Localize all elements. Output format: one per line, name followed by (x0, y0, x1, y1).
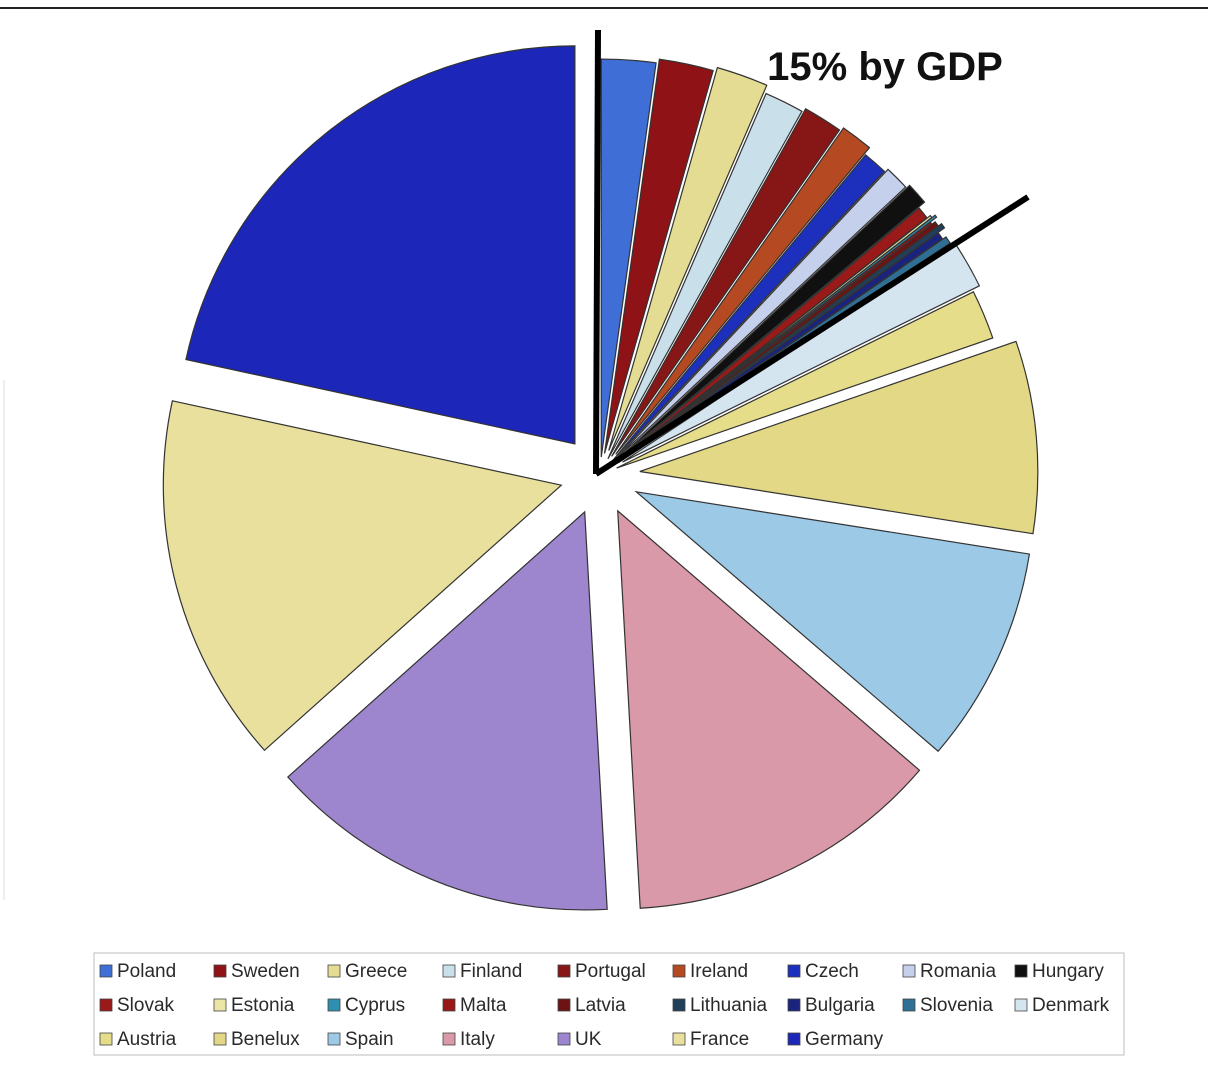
pie-slice-benelux (639, 340, 1039, 535)
pie-slice-spain (634, 490, 1031, 753)
legend-swatch-ireland (672, 964, 686, 978)
pie-slice-poland (600, 58, 657, 458)
legend-swatch-cyprus (327, 998, 341, 1012)
pie-slice-czech (611, 153, 886, 462)
legend-swatch-uk (557, 1032, 571, 1046)
legend-swatch-spain (327, 1032, 341, 1046)
pie-slice-germany (185, 45, 576, 445)
legend-label-hungary: Hungary (1032, 961, 1104, 982)
legend-label-italy: Italy (460, 1029, 495, 1050)
pie-slice-finland (607, 92, 803, 460)
legend-swatch-austria (99, 1032, 113, 1046)
legend-swatch-denmark (1014, 998, 1028, 1012)
legend-label-uk: UK (575, 1029, 602, 1050)
pie-slice-greece (608, 66, 768, 451)
pie-slice-italy (617, 509, 921, 909)
legend-swatch-slovak (99, 998, 113, 1012)
legend-swatch-finland (442, 964, 456, 978)
pie-slice-sweden (603, 58, 714, 454)
legend-box (93, 952, 1125, 1056)
legend-label-ireland: Ireland (690, 961, 748, 982)
legend-swatch-benelux (213, 1032, 227, 1046)
legend-label-spain: Spain (345, 1029, 394, 1050)
legend-swatch-latvia (557, 998, 571, 1012)
pie-slice-uk (286, 510, 608, 911)
legend-swatch-greece (327, 964, 341, 978)
legend: Poland Sweden Greece Finland Portugal Ireland… (93, 952, 1125, 1056)
legend-label-lithuania: Lithuania (690, 995, 768, 1016)
legend-label-malta: Malta (460, 995, 507, 1016)
legend-swatch-france (672, 1032, 686, 1046)
pie-slice-ireland (615, 127, 871, 455)
legend-swatch-bulgaria (787, 998, 801, 1012)
legend-swatch-lithuania (672, 998, 686, 1012)
legend-swatch-poland (99, 964, 113, 978)
chart-title: 15% by GDP (767, 45, 1003, 89)
pie-slice-lithuania (620, 222, 946, 461)
legend-label-romania: Romania (920, 961, 996, 982)
pie-slice-france (162, 400, 563, 752)
legend-label-austria: Austria (117, 1029, 177, 1050)
legend-label-portugal: Portugal (575, 961, 646, 982)
legend-label-denmark: Denmark (1032, 995, 1110, 1016)
legend-label-sweden: Sweden (231, 961, 300, 982)
legend-swatch-italy (442, 1032, 456, 1046)
legend-label-finland: Finland (460, 961, 522, 982)
legend-label-greece: Greece (345, 961, 407, 982)
annotation-line-diagonal (594, 194, 1030, 477)
legend-swatch-estonia (213, 998, 227, 1012)
legend-label-slovenia: Slovenia (920, 995, 993, 1016)
legend-swatch-germany (787, 1032, 801, 1046)
pie-slice-austria (616, 291, 994, 469)
legend-swatch-czech (787, 964, 801, 978)
legend-label-czech: Czech (805, 961, 859, 982)
legend-swatch-malta (442, 998, 456, 1012)
legend-swatch-romania (902, 964, 916, 978)
annotation-line-vertical (593, 29, 601, 475)
legend-swatch-portugal (557, 964, 571, 978)
legend-label-germany: Germany (805, 1029, 884, 1050)
legend-label-slovak: Slovak (117, 995, 175, 1016)
legend-label-poland: Poland (117, 961, 176, 982)
legend-label-estonia: Estonia (231, 995, 295, 1016)
annotation-lines (593, 29, 1030, 477)
pie-slice-portugal (611, 107, 841, 457)
legend-label-bulgaria: Bulgaria (805, 995, 875, 1016)
legend-swatch-slovenia (902, 998, 916, 1012)
legend-label-latvia: Latvia (575, 995, 626, 1016)
legend-swatch-hungary (1014, 964, 1028, 978)
legend-label-france: France (690, 1029, 749, 1050)
pie-slices (162, 45, 1039, 911)
legend-swatch-sweden (213, 964, 227, 978)
legend-label-benelux: Benelux (231, 1029, 300, 1050)
legend-label-cyprus: Cyprus (345, 995, 405, 1016)
pie-slice-hungary (619, 184, 926, 459)
pie-slice-romania (615, 168, 907, 460)
